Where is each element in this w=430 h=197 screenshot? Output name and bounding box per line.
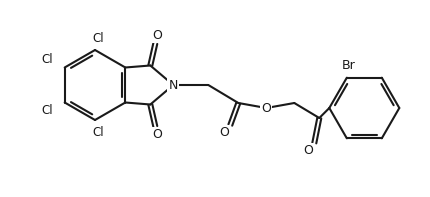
Text: O: O bbox=[152, 128, 162, 141]
Text: O: O bbox=[304, 145, 313, 157]
Text: Cl: Cl bbox=[92, 125, 104, 138]
Text: O: O bbox=[219, 126, 229, 139]
Text: Br: Br bbox=[342, 59, 356, 72]
Text: O: O bbox=[152, 29, 162, 42]
Text: Cl: Cl bbox=[41, 53, 52, 66]
Text: Cl: Cl bbox=[41, 104, 52, 117]
Text: O: O bbox=[261, 101, 271, 114]
Text: Cl: Cl bbox=[92, 32, 104, 45]
Text: N: N bbox=[169, 78, 178, 91]
